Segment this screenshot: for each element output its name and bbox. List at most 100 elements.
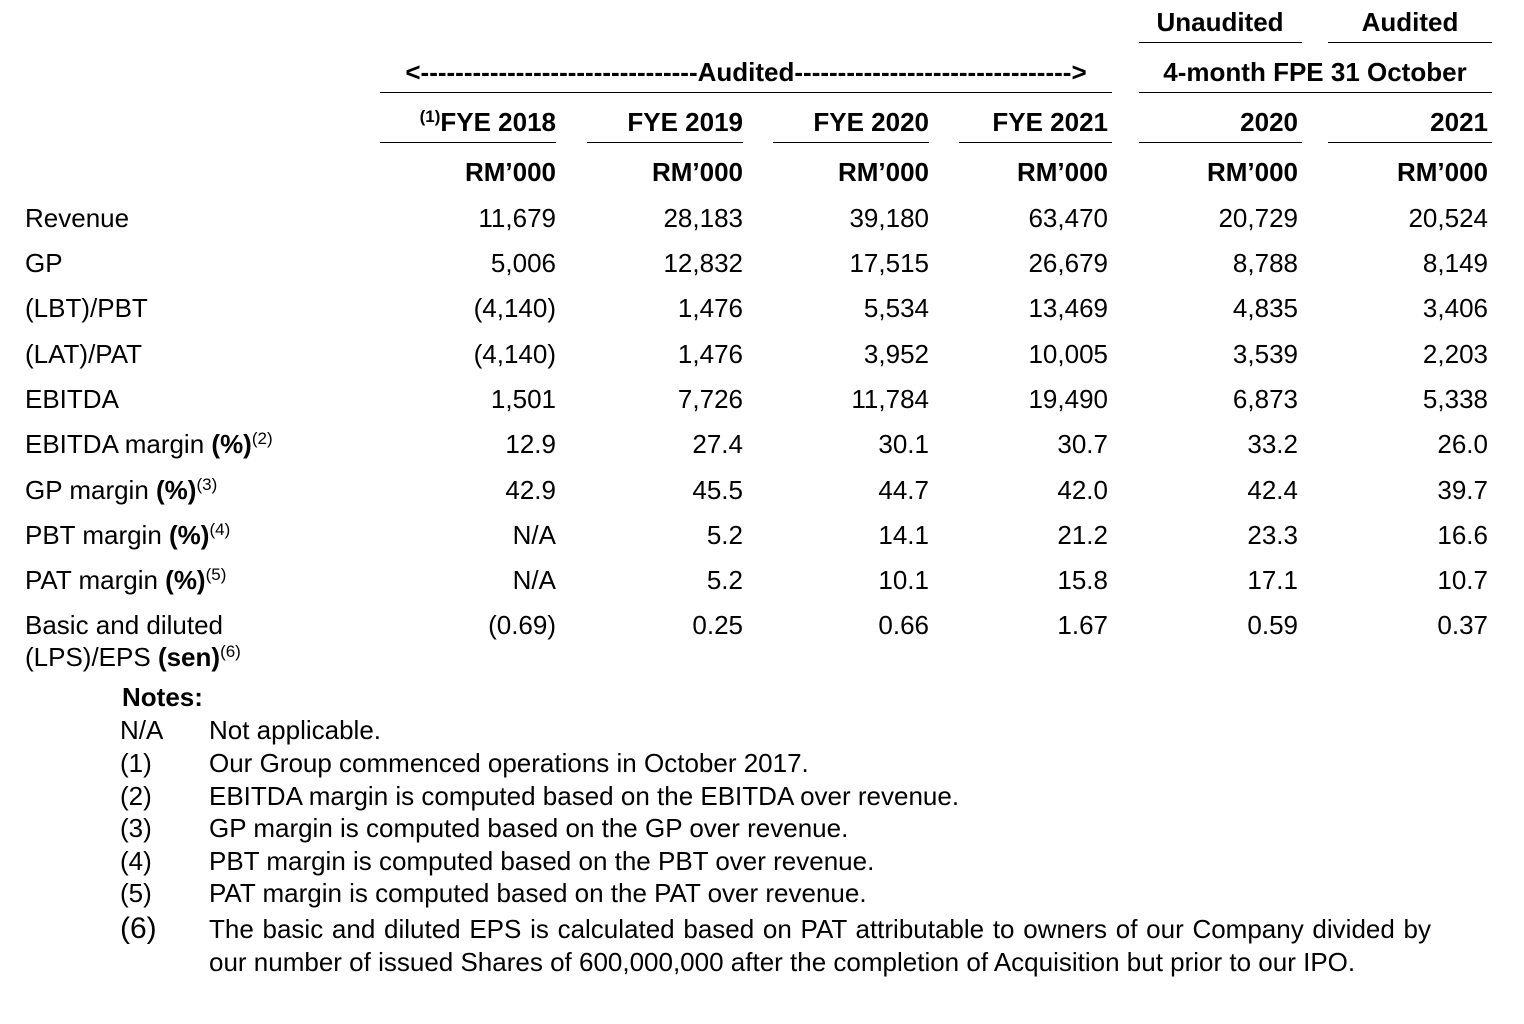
text: 13,469 — [1028, 293, 1108, 323]
text: 10.1 — [878, 565, 929, 595]
text: FYE 2018 — [440, 107, 556, 137]
period-header: 4-month FPE 31 October — [1163, 57, 1466, 87]
rule — [1139, 92, 1492, 93]
cell: N/A — [513, 520, 556, 550]
cell: 17,515 — [849, 248, 929, 278]
text: 20,524 — [1408, 203, 1488, 233]
text: 15.8 — [1057, 565, 1108, 595]
text: N/A — [512, 565, 556, 595]
text: GP — [25, 248, 63, 278]
row-label: PBT margin (%)(4) — [25, 520, 230, 550]
cell: 30.7 — [1057, 429, 1108, 459]
text: (4) — [120, 846, 152, 876]
cell: 6,873 — [1233, 384, 1298, 414]
text: 42.0 — [1057, 475, 1108, 505]
text: 3,406 — [1422, 293, 1488, 323]
cell: 12.9 — [505, 429, 556, 459]
text: FYE 2019 — [627, 107, 743, 137]
cell: 20,729 — [1218, 203, 1298, 233]
text: 44.7 — [878, 475, 929, 505]
cell: 11,679 — [478, 203, 556, 233]
cell: 15.8 — [1057, 565, 1108, 595]
cell: 33.2 — [1247, 429, 1298, 459]
row-label: Revenue — [25, 203, 129, 233]
text: (1) — [120, 748, 152, 778]
text: EBITDA margin — [25, 429, 212, 459]
text: PBT margin is computed based on the PBT … — [209, 846, 875, 876]
cell: N/A — [513, 565, 556, 595]
superscript: (5) — [205, 565, 227, 584]
text: (3) — [120, 813, 152, 843]
cell: 26.0 — [1437, 429, 1488, 459]
cell: 7,726 — [678, 384, 743, 414]
text: 42.4 — [1247, 475, 1298, 505]
cell: 42.0 — [1057, 475, 1108, 505]
row-label: Basic and diluted — [25, 610, 223, 640]
text: RM’000 — [651, 157, 743, 187]
text: 10.7 — [1437, 565, 1488, 595]
text: Notes: — [122, 682, 203, 712]
text: 0.59 — [1247, 610, 1298, 640]
text: 3,539 — [1232, 339, 1298, 369]
note-marker: (4) — [120, 846, 152, 876]
row-label: GP margin (%)(3) — [25, 475, 217, 505]
note-text: GP margin is computed based on the GP ov… — [209, 813, 848, 843]
text: N/A — [120, 715, 164, 745]
text: 16.6 — [1437, 520, 1488, 550]
text: 0.37 — [1437, 610, 1488, 640]
row-label: EBITDA margin (%)(2) — [25, 429, 273, 459]
unit: (%) — [211, 429, 252, 459]
cell: 3,539 — [1233, 339, 1298, 369]
note-marker: (6) — [120, 914, 157, 944]
text: (LBT)/PBT — [25, 293, 148, 323]
text: 1,476 — [677, 293, 743, 323]
text: Not applicable. — [209, 715, 381, 745]
text: 30.1 — [878, 429, 929, 459]
cell: 27.4 — [692, 429, 743, 459]
cell: 30.1 — [878, 429, 929, 459]
text: 42.9 — [505, 475, 556, 505]
text: 6,873 — [1232, 384, 1298, 414]
text: 30.7 — [1057, 429, 1108, 459]
cell: 63,470 — [1028, 203, 1108, 233]
cell: 0.66 — [878, 610, 929, 640]
text: Unaudited — [1156, 7, 1284, 37]
text: RM’000 — [1016, 157, 1108, 187]
text: 10,005 — [1028, 339, 1108, 369]
text: FYE 2020 — [813, 107, 929, 137]
text: 28,183 — [663, 203, 743, 233]
column-header: 2020 — [1240, 107, 1298, 137]
unit: (%) — [165, 565, 206, 595]
cell: 20,524 — [1408, 203, 1488, 233]
text: 5,006 — [490, 248, 556, 278]
cell: 12,832 — [663, 248, 743, 278]
text: EBITDA margin is computed based on the E… — [209, 781, 960, 811]
cell: 1,476 — [678, 339, 743, 369]
text: 12,832 — [663, 248, 743, 278]
cell: 39.7 — [1437, 475, 1488, 505]
cell: (4,140) — [474, 293, 556, 323]
unaudited-header: Unaudited — [1156, 7, 1283, 37]
note-text: EBITDA margin is computed based on the E… — [209, 781, 959, 811]
column-header: FYE 2019 — [627, 107, 743, 137]
text: 0.66 — [878, 610, 929, 640]
column-unit: RM’000 — [652, 157, 743, 187]
cell: 28,183 — [663, 203, 743, 233]
text: 7,726 — [677, 384, 743, 414]
text: 20,729 — [1218, 203, 1298, 233]
text: 39,180 — [849, 203, 929, 233]
text: (4,140) — [473, 339, 556, 369]
cell: 11,784 — [851, 384, 929, 414]
text: 5,534 — [863, 293, 929, 323]
cell: 3,406 — [1423, 293, 1488, 323]
cell: 2,203 — [1423, 339, 1488, 369]
superscript: (4) — [209, 520, 231, 539]
rule — [587, 142, 743, 143]
cell: 5,534 — [864, 293, 929, 323]
text: 63,470 — [1028, 203, 1108, 233]
text: (LAT)/PAT — [25, 339, 142, 369]
text: (4,140) — [473, 293, 556, 323]
text: 3,952 — [863, 339, 929, 369]
cell: 10.1 — [878, 565, 929, 595]
cell: 0.37 — [1437, 610, 1488, 640]
